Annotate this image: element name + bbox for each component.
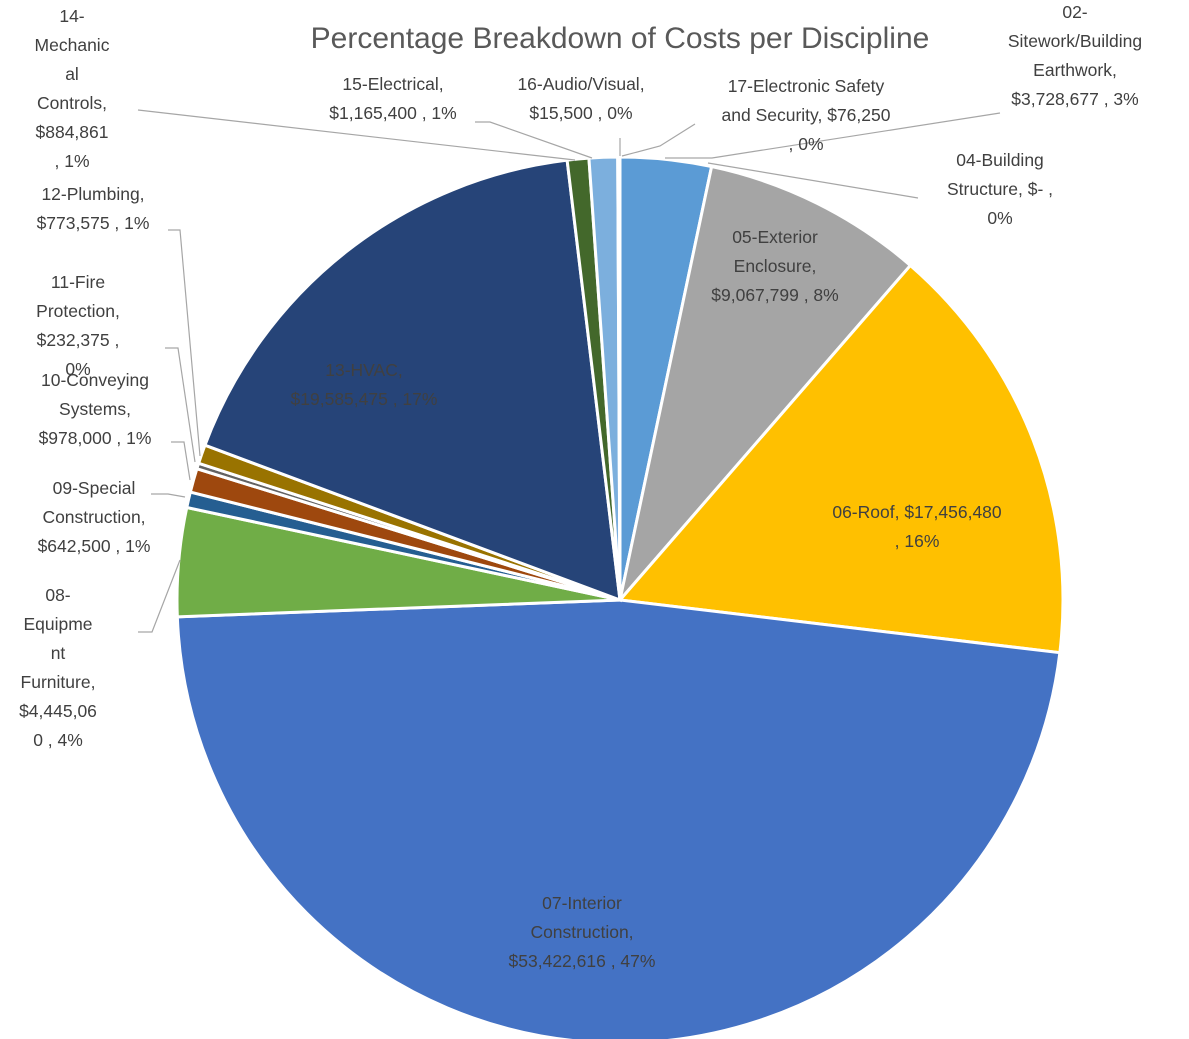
- data-label-09-special-construction: 09-Special Construction, $642,500 , 1%: [38, 478, 151, 556]
- data-label-line: and Security, $76,250: [722, 105, 891, 125]
- data-label-line: $15,500 , 0%: [529, 103, 632, 123]
- data-label-line: 14-: [59, 6, 84, 26]
- data-label-line: $53,422,616 , 47%: [509, 951, 656, 971]
- leader-line-11-fire-protection: [165, 347, 196, 463]
- slice-07-interior-construction: [175, 598, 1062, 1039]
- leader-lines: [137, 109, 1001, 633]
- leader-line-04-building-structure: [707, 162, 919, 199]
- data-label-line: $884,861: [36, 122, 109, 142]
- data-label-10-conveying-systems: 10-Conveying Systems, $978,000 , 1%: [39, 370, 152, 448]
- data-label-line: 04-Building: [956, 150, 1044, 170]
- data-label-11-fire-protection: 11-Fire Protection, $232,375 , 0%: [36, 272, 120, 379]
- data-label-line: Mechanic: [35, 35, 110, 55]
- data-label-line: Equipme: [23, 614, 92, 634]
- leader-line-10-conveying-systems: [171, 441, 191, 481]
- data-label-08-equipment-furniture: 08- Equipme nt Furniture, $4,445,06 0 , 4%: [19, 585, 97, 750]
- data-label-line: 17-Electronic Safety: [728, 76, 885, 96]
- data-label-line: Enclosure,: [734, 256, 817, 276]
- data-label-13-hvac: 13-HVAC, $19,585,475 , 17%: [291, 360, 438, 409]
- leader-line-17-electronic-safety-and-security: [621, 123, 696, 157]
- data-label-line: 15-Electrical,: [342, 74, 443, 94]
- data-label-line: Sitework/Building: [1008, 31, 1142, 51]
- data-label-line: $232,375 ,: [37, 330, 120, 350]
- data-label-17-electronic-safety-and-security: 17-Electronic Safety and Security, $76,25…: [722, 76, 891, 154]
- data-label-line: 12-Plumbing,: [41, 184, 144, 204]
- data-label-line: al: [65, 64, 79, 84]
- data-label-07-interior-construction: 07-Interior Construction, $53,422,616 , 47…: [509, 893, 656, 971]
- data-label-line: 16-Audio/Visual,: [517, 74, 644, 94]
- data-label-line: 0 , 4%: [33, 730, 83, 750]
- data-label-line: $4,445,06: [19, 701, 97, 721]
- data-label-02-sitework-building-earthwork: 02- Sitework/Building Earthwork, $3,728,677…: [1008, 2, 1142, 109]
- data-label-line: Systems,: [59, 399, 131, 419]
- data-label-line: Protection,: [36, 301, 120, 321]
- slice-17-electronic-safety-and-security: [616, 155, 622, 601]
- data-label-04-building-structure: 04-Building Structure, $- , 0%: [947, 150, 1053, 228]
- leader-line-09-special-construction: [151, 493, 186, 498]
- pie-slices: [175, 155, 1065, 1039]
- data-label-line: 10-Conveying: [41, 370, 149, 390]
- data-label-line: $773,575 , 1%: [37, 213, 150, 233]
- data-label-line: $978,000 , 1%: [39, 428, 152, 448]
- data-label-15-electrical: 15-Electrical, $1,165,400 , 1%: [329, 74, 456, 123]
- leader-line-08-equipment-furniture: [138, 559, 181, 633]
- data-label-line: nt: [51, 643, 66, 663]
- data-label-line: 02-: [1062, 2, 1087, 22]
- data-label-line: , 1%: [54, 151, 89, 171]
- data-label-line: 0%: [987, 208, 1012, 228]
- data-label-12-plumbing: 12-Plumbing, $773,575 , 1%: [37, 184, 150, 233]
- data-label-line: $642,500 , 1%: [38, 536, 151, 556]
- data-label-line: Furniture,: [21, 672, 96, 692]
- data-label-line: , 16%: [895, 531, 940, 551]
- data-label-line: 05-Exterior: [732, 227, 818, 247]
- leader-line-14-mechanical-controls: [137, 109, 576, 161]
- data-label-line: 06-Roof, $17,456,480: [832, 502, 1002, 522]
- data-label-line: 07-Interior: [542, 893, 622, 913]
- leader-line-15-electrical: [475, 121, 593, 159]
- data-labels: 02- Sitework/Building Earthwork, $3,728,677…: [19, 2, 1142, 971]
- data-label-line: 11-Fire: [51, 272, 105, 292]
- data-label-16-audio-visual: 16-Audio/Visual, $15,500 , 0%: [517, 74, 644, 123]
- data-label-05-exterior-enclosure: 05-Exterior Enclosure, $9,067,799 , 8%: [711, 227, 838, 305]
- data-label-line: $3,728,677 , 3%: [1011, 89, 1138, 109]
- data-label-line: Controls,: [37, 93, 107, 113]
- slice-05-exterior-enclosure: [617, 164, 913, 606]
- data-label-line: 09-Special: [53, 478, 136, 498]
- data-label-line: 0%: [65, 359, 90, 379]
- data-label-line: Construction,: [530, 922, 633, 942]
- data-label-line: $19,585,475 , 17%: [291, 389, 438, 409]
- data-label-06-roof: 06-Roof, $17,456,480 , 16%: [832, 502, 1002, 551]
- data-label-line: $9,067,799 , 8%: [711, 285, 838, 305]
- data-label-line: Structure, $- ,: [947, 179, 1053, 199]
- slice-06-roof: [617, 263, 1065, 655]
- data-label-line: 13-HVAC,: [325, 360, 402, 380]
- data-label-14-mechanical-controls: 14- Mechanic al Controls, $884,861 , 1%: [35, 6, 110, 171]
- data-label-line: Construction,: [42, 507, 145, 527]
- chart-title: Percentage Breakdown of Costs per Discip…: [311, 22, 930, 55]
- data-label-line: , 0%: [788, 134, 823, 154]
- data-label-line: 08-: [45, 585, 70, 605]
- leader-line-12-plumbing: [168, 229, 201, 457]
- data-label-line: $1,165,400 , 1%: [329, 103, 456, 123]
- data-label-line: Earthwork,: [1033, 60, 1117, 80]
- leader-line-02-sitework-building-earthwork: [665, 112, 1001, 159]
- slice-13-hvac: [203, 158, 622, 603]
